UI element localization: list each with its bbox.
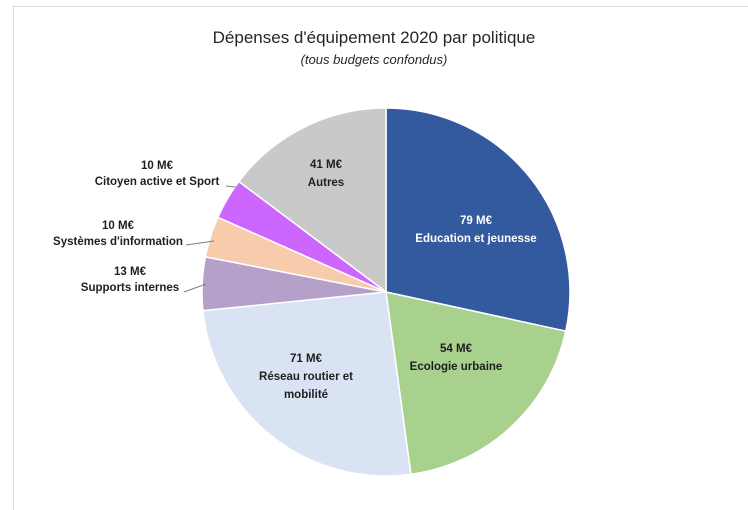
chart-subtitle: (tous budgets confondus) [300, 52, 448, 67]
pie-slice-1 [385, 291, 567, 476]
slice-label-5: 10 M€ Citoyen active et Sport [95, 160, 220, 188]
slice-label-1: 54 M€ Ecologie urbaine [410, 343, 503, 373]
slice-label-2: 71 M€ Réseau routier et mobilité [259, 353, 353, 401]
slice-label-6: 41 M€ Autres [308, 159, 344, 189]
chart-frame [13, 6, 748, 510]
leader-line-3 [183, 283, 207, 293]
pie-slice-0 [385, 107, 571, 333]
slice-label-3: 13 M€ Supports internes [81, 266, 179, 294]
pie-slice-6 [237, 107, 387, 294]
leader-line-4 [185, 240, 215, 246]
leader-line-5 [225, 185, 237, 188]
pie-slice-2 [202, 291, 412, 477]
chart-title: Dépenses d'équipement 2020 par politique [212, 28, 536, 47]
slice-label-0: 79 M€ Education et jeunesse [415, 215, 536, 245]
slice-label-4: 10 M€ Systèmes d'information [53, 220, 183, 248]
